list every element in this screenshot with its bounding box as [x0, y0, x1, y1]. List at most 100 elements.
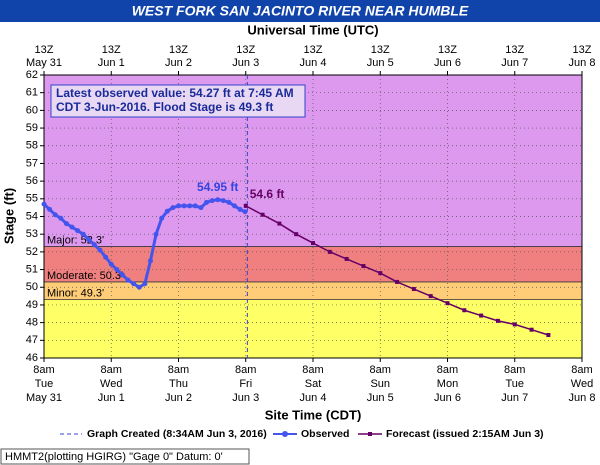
x-tick-day: Tue — [35, 378, 54, 390]
observed-point — [181, 203, 187, 209]
info-box — [50, 84, 306, 118]
observed-point — [52, 212, 58, 218]
x-tick-day: Tue — [505, 378, 524, 390]
observed-point — [192, 203, 198, 209]
observed-point — [69, 224, 75, 230]
x2-tick-label: 13Z — [304, 44, 323, 56]
forecast-point — [479, 313, 484, 318]
x-tick-label: 8am — [504, 364, 525, 376]
forecast-start-label: 54.6 ft — [250, 187, 285, 201]
observed-point — [86, 236, 92, 242]
forecast-point — [445, 301, 450, 306]
x-tick-date: Jun 3 — [232, 392, 259, 404]
x2-tick-date: Jun 4 — [300, 57, 327, 69]
y-tick-label: 54 — [26, 210, 38, 222]
observed-point — [209, 198, 215, 204]
observed-point — [170, 205, 176, 211]
observed-point — [176, 203, 181, 209]
observed-point — [114, 267, 120, 273]
x-tick-day: Fri — [239, 378, 252, 390]
x2-tick-date: Jun 3 — [232, 57, 259, 69]
forecast-point — [395, 279, 400, 284]
forecast-point — [411, 287, 416, 292]
x-tick-label: 8am — [235, 364, 256, 376]
x-tick-day: Wed — [100, 378, 122, 390]
flood-label: Moderate: 50.3' — [47, 270, 123, 282]
x2-tick-date: Jun 1 — [98, 57, 125, 69]
footer: HMMT2(plotting HGIRG) "Gage 0" Datum: 0' — [5, 451, 223, 463]
forecast-point — [311, 241, 315, 246]
forecast-point — [294, 232, 299, 237]
y-tick-label: 60 — [26, 104, 38, 116]
x2-tick-label: 13Z — [438, 44, 457, 56]
observed-point — [47, 206, 53, 212]
flood-label: Minor: 49.3' — [47, 288, 104, 300]
y-tick-label: 58 — [26, 140, 38, 152]
observed-point — [131, 281, 137, 287]
y-tick-label: 52 — [26, 246, 38, 258]
forecast-point — [277, 221, 282, 226]
x2-tick-date: Jun 7 — [501, 57, 528, 69]
observed-point — [237, 206, 243, 212]
x-axis-title: Site Time (CDT) — [265, 407, 362, 422]
x-tick-date: Jun 2 — [165, 392, 192, 404]
observed-point — [153, 231, 159, 237]
x-tick-date: Jun 1 — [98, 392, 125, 404]
observed-point — [164, 208, 170, 214]
observed-point — [226, 199, 232, 205]
x-tick-date: Jun 4 — [300, 392, 327, 404]
observed-point — [187, 203, 193, 209]
footer-box — [0, 448, 250, 465]
observed-point — [215, 197, 221, 203]
observed-point — [75, 228, 81, 234]
y-tick-label: 61 — [26, 87, 38, 99]
observed-point — [108, 261, 114, 267]
legend-swatch — [282, 431, 288, 437]
forecast-point — [260, 212, 265, 217]
chart-title: WEST FORK SAN JACINTO RIVER NEAR HUMBLE — [132, 3, 469, 19]
forecast-point — [529, 327, 534, 332]
legend-label: Observed — [301, 428, 349, 440]
observed-point — [136, 284, 142, 290]
x-tick-label: 8am — [33, 364, 54, 376]
forecast-point — [344, 256, 349, 261]
observed-point — [204, 199, 210, 205]
observed-point — [142, 281, 148, 287]
y-tick-label: 50 — [26, 281, 38, 293]
forecast-point — [361, 264, 366, 269]
x-tick-label: 8am — [168, 364, 189, 376]
forecast-point — [243, 203, 248, 208]
x2-tick-date: Jun 8 — [569, 57, 596, 69]
observed-point — [80, 231, 86, 237]
legend-label: Forecast (issued 2:15AM Jun 3) — [386, 428, 544, 440]
x2-tick-date: Jun 5 — [367, 57, 394, 69]
observed-point — [63, 221, 69, 227]
peak-label: 54.95 ft — [197, 180, 238, 194]
x2-tick-label: 13Z — [236, 44, 255, 56]
x2-tick-label: 13Z — [371, 44, 390, 56]
y-tick-label: 48 — [26, 317, 38, 329]
y-tick-label: 57 — [26, 157, 38, 169]
y-axis-title: Stage (ft) — [1, 188, 16, 244]
y-tick-label: 46 — [26, 352, 38, 364]
y-tick-label: 56 — [26, 175, 38, 187]
x-tick-day: Mon — [437, 378, 458, 390]
x2-tick-label: 13Z — [169, 44, 188, 56]
info-text: CDT 3-Jun-2016. Flood Stage is 49.3 ft — [56, 100, 273, 114]
x-tick-label: 8am — [437, 364, 458, 376]
forecast-point — [512, 322, 517, 327]
x2-tick-label: 13Z — [102, 44, 121, 56]
legend-swatch — [368, 432, 372, 436]
x-tick-label: 8am — [101, 364, 122, 376]
forecast-point — [546, 333, 551, 338]
forecast-point — [462, 308, 467, 313]
observed-point — [198, 205, 204, 211]
x-tick-date: Jun 8 — [569, 392, 596, 404]
x2-tick-label: 13Z — [35, 44, 54, 56]
observed-point — [125, 277, 131, 283]
y-tick-label: 59 — [26, 122, 38, 134]
x-tick-day: Wed — [571, 378, 593, 390]
observed-point — [97, 247, 103, 253]
x2-tick-date: Jun 2 — [165, 57, 192, 69]
info-text: Latest observed value: 54.27 ft at 7:45 … — [56, 86, 294, 100]
